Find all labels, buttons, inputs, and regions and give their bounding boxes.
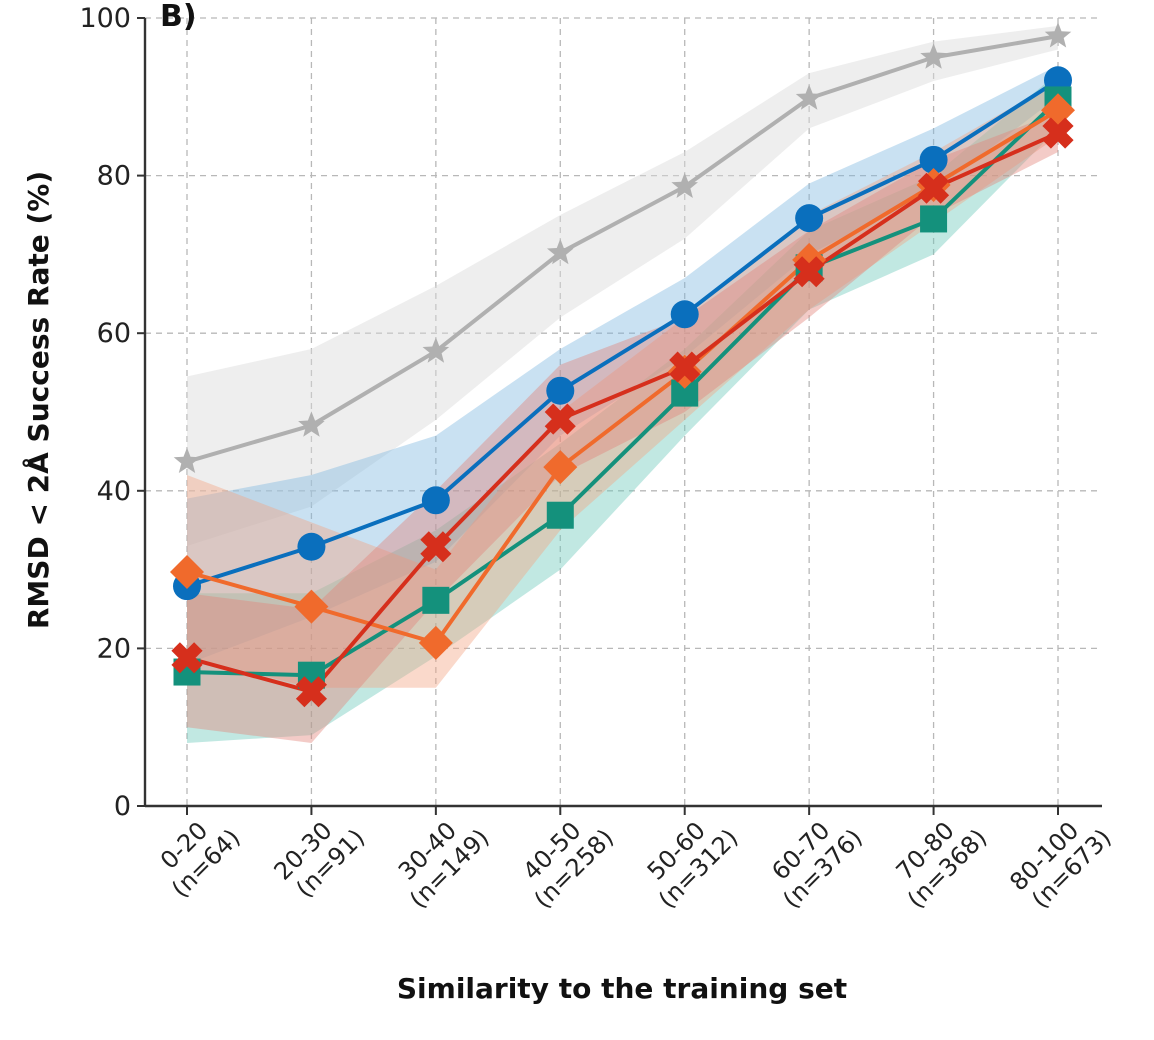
x-ticks: 0-20(n=64) 20-30(n=91) 30-40(n=149) 40-50(n… bbox=[155, 806, 1117, 914]
green-square-marker bbox=[422, 586, 450, 614]
red-x-marker bbox=[793, 256, 825, 288]
blue-circle-marker bbox=[421, 486, 450, 515]
gray-star-band bbox=[187, 25, 1058, 546]
y-tick-label: 100 bbox=[79, 3, 131, 34]
orange-diamond-marker bbox=[1041, 93, 1075, 128]
red-x-marker bbox=[420, 531, 452, 563]
gray-star-line bbox=[186, 34, 1059, 464]
y-tick-label: 60 bbox=[97, 318, 131, 349]
red-x-marker bbox=[918, 172, 950, 204]
x-axis-title: Similarity to the training set bbox=[397, 972, 847, 1005]
gray-star-marker bbox=[920, 43, 947, 69]
orange-diamond-marker bbox=[418, 625, 453, 660]
x-tick-label: 50-60(n=312) bbox=[642, 816, 744, 913]
red-x-marker bbox=[544, 403, 576, 435]
blue-circle-marker bbox=[919, 145, 948, 174]
orange-diamond-marker bbox=[543, 450, 578, 485]
panel-label: B) bbox=[160, 0, 197, 34]
y-tick-label: 20 bbox=[97, 633, 131, 664]
x-tick-label: 40-50(n=258) bbox=[517, 816, 619, 913]
x-tick-label: 80-100(n=673) bbox=[1004, 816, 1116, 913]
x-tick-label: 70-80(n=368) bbox=[891, 816, 993, 913]
x-tick-label: 0-20(n=64) bbox=[155, 816, 246, 903]
gray-star-marker bbox=[298, 411, 325, 437]
y-tick-label: 40 bbox=[97, 476, 131, 507]
orange-diamond-line bbox=[186, 108, 1060, 645]
gray-star-marker bbox=[422, 337, 450, 363]
x-tick-label: 20-30(n=91) bbox=[269, 816, 371, 903]
y-tick-label: 80 bbox=[97, 161, 131, 192]
series-lines bbox=[186, 34, 1060, 694]
blue-circle-marker bbox=[795, 204, 824, 233]
orange-diamond-band bbox=[187, 81, 1058, 688]
blue-circle-marker bbox=[297, 532, 326, 561]
gray-star-marker bbox=[1044, 22, 1072, 48]
series-markers bbox=[170, 22, 1075, 708]
axes bbox=[143, 18, 1102, 808]
orange-diamond-marker bbox=[294, 589, 329, 624]
green-square-line bbox=[186, 98, 1060, 678]
x-tick-label: 60-70(n=376) bbox=[766, 816, 868, 913]
gray-star-marker bbox=[795, 84, 823, 110]
green-square-marker bbox=[920, 205, 948, 233]
x-tick-label: 30-40(n=149) bbox=[393, 816, 495, 913]
red-x-marker bbox=[1042, 117, 1074, 149]
red-x-line bbox=[186, 131, 1059, 694]
blue-circle-marker bbox=[670, 300, 699, 329]
red-x-marker bbox=[669, 351, 701, 383]
confidence-bands bbox=[187, 25, 1058, 743]
green-square-marker bbox=[546, 501, 574, 529]
orange-diamond-marker bbox=[170, 554, 204, 589]
red-x-marker bbox=[171, 642, 203, 674]
y-tick-label: 0 bbox=[114, 791, 131, 822]
y-ticks: 0 20 40 60 80 100 bbox=[79, 3, 145, 822]
red-x-marker bbox=[295, 676, 327, 708]
gray-star-marker bbox=[671, 172, 698, 198]
blue-circle-line bbox=[186, 78, 1060, 589]
gray-star-marker bbox=[173, 447, 201, 473]
y-axis-title: RMSD < 2Å Success Rate (%) bbox=[21, 171, 55, 629]
blue-circle-band bbox=[187, 65, 1058, 665]
gray-star-marker bbox=[547, 238, 574, 265]
blue-circle-marker bbox=[546, 376, 575, 405]
